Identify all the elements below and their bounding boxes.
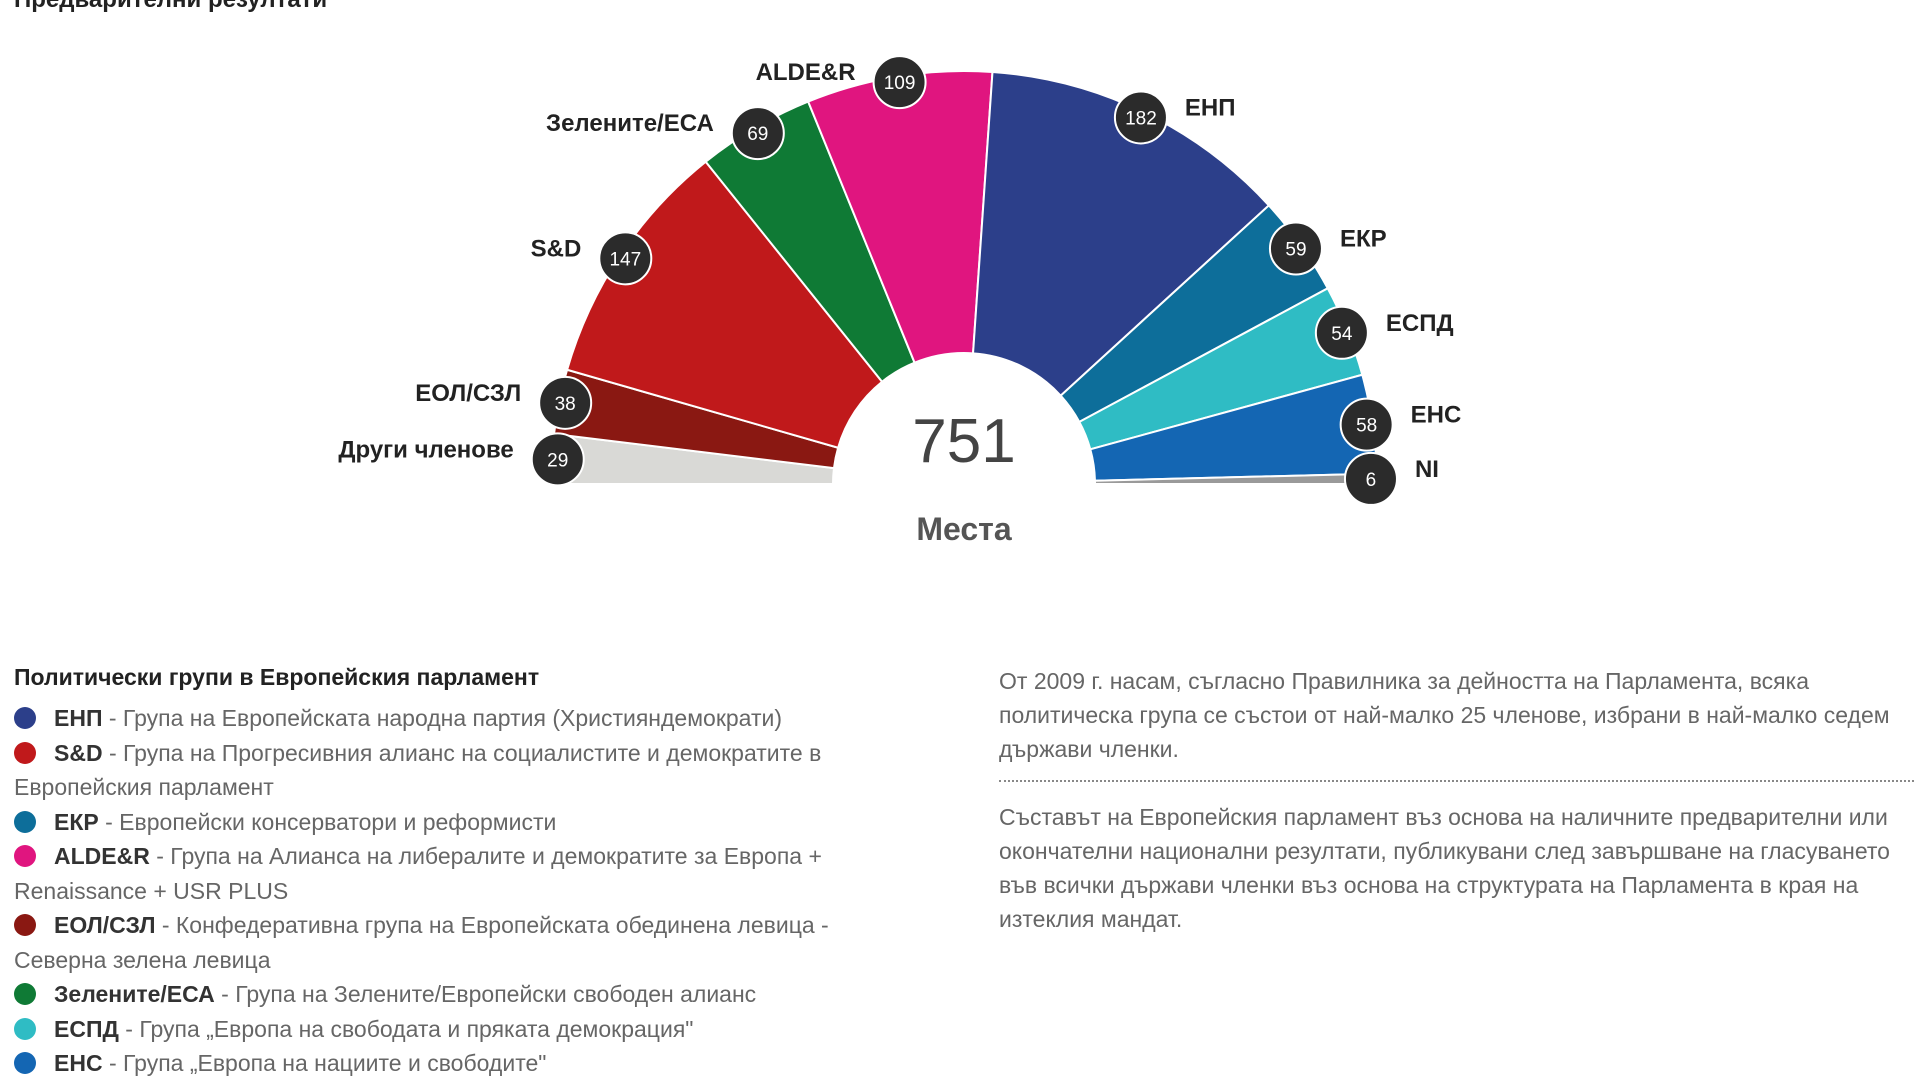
legend-desc: - Група „Европа на свободата и пряката д… <box>118 1015 694 1042</box>
legend-desc: - Група на Прогресивния алианс на социал… <box>14 739 822 801</box>
legend: Политически групи в Европейския парламен… <box>14 664 894 1081</box>
data-label: 182 <box>1125 108 1157 129</box>
legend-abbr: ЕОЛ/СЗЛ <box>54 912 156 938</box>
value-badge <box>872 55 927 110</box>
data-label: 6 <box>1366 470 1377 491</box>
legend-item: ЕСПД - Група „Европа на свободата и пряк… <box>14 1012 894 1047</box>
legend-dot-icon <box>14 914 36 936</box>
data-label: 59 <box>1285 240 1306 261</box>
legend-item: ЕКР - Европейски консерватори и реформис… <box>14 805 894 840</box>
legend-item: ЕНП - Група на Европейската народна парт… <box>14 701 894 736</box>
legend-desc: - Група на Зелените/Европейски свободен … <box>214 981 757 1007</box>
data-label: 109 <box>884 73 916 94</box>
legend-abbr: ЕНП <box>54 705 103 731</box>
slice-label: Зелените/ЕСА <box>546 110 714 137</box>
legend-desc: - Европейски консерватори и реформисти <box>98 808 557 835</box>
value-badge <box>538 375 593 430</box>
legend-dot-icon <box>14 983 36 1005</box>
legend-item: ЕОЛ/СЗЛ - Конфедеративна група на Европе… <box>14 908 894 977</box>
note-composition: Съставът на Европейския парламент въз ос… <box>999 804 1890 932</box>
legend-abbr: ЕКР <box>54 808 99 835</box>
data-label: 69 <box>747 124 768 145</box>
legend-dot-icon <box>14 707 36 729</box>
value-badge <box>1268 221 1323 276</box>
legend-item: Зелените/ЕСА - Група на Зелените/Европей… <box>14 977 894 1012</box>
slice <box>806 70 994 364</box>
slice-label: ЕКР <box>1340 226 1387 253</box>
note-rules: От 2009 г. насам, съгласно Правилника за… <box>999 668 1890 762</box>
slice-label: ALDE&R <box>756 59 856 86</box>
legend-dot-icon <box>14 1017 36 1040</box>
slice-label: S&D <box>531 235 582 262</box>
slice <box>971 70 1271 398</box>
value-badge <box>598 231 653 286</box>
legend-abbr: Зелените/ЕСА <box>54 981 215 1007</box>
slice-label: Други членове <box>338 436 513 463</box>
legend-abbr: S&D <box>54 739 103 766</box>
center-label: Места <box>916 511 1012 547</box>
value-badge <box>1314 305 1369 360</box>
data-label: 29 <box>547 450 568 471</box>
legend-item: ALDE&R - Група на Алианса на либералите … <box>14 839 894 908</box>
data-label: 147 <box>609 249 641 270</box>
slice-label: ЕСПД <box>1386 310 1454 337</box>
slice-label: ЕНП <box>1185 94 1236 121</box>
total-seats: 751 <box>912 407 1015 476</box>
legend-desc: - Група на Алианса на либералите и демок… <box>14 843 822 904</box>
value-badge <box>1343 451 1398 506</box>
seat-chart: 29 Други членове 38 ЕОЛ/СЗЛ 147 S&D 69 Зелените… <box>338 55 1462 547</box>
slice-label: ЕОЛ/СЗЛ <box>415 380 521 407</box>
slice-label: NI <box>1415 456 1439 483</box>
legend-dot-icon <box>14 741 36 764</box>
legend-abbr: ЕНС <box>54 1050 103 1076</box>
legend-title: Политически групи в Европейския парламен… <box>14 664 540 690</box>
legend-desc: - Група на Европейската народна партия (… <box>102 705 782 731</box>
notes: От 2009 г. насам, съгласно Правилника за… <box>999 664 1914 936</box>
divider <box>999 780 1914 782</box>
value-badge <box>530 432 585 487</box>
value-badge <box>730 106 785 161</box>
value-badge <box>1339 397 1394 452</box>
page-title: Предварителни резултати <box>14 0 327 14</box>
legend-dot-icon <box>14 1052 36 1074</box>
value-badge <box>1113 90 1168 145</box>
legend-dot-icon <box>14 810 36 833</box>
legend-desc: - Конфедеративна група на Европейската о… <box>14 912 829 973</box>
slice-label: ЕНС <box>1411 402 1462 429</box>
data-label: 54 <box>1331 324 1353 345</box>
legend-abbr: ALDE&R <box>54 843 150 869</box>
legend-desc: - Група „Европа на нациите и свободите" <box>102 1050 547 1076</box>
legend-item: ЕНС - Група „Европа на нациите и свободи… <box>14 1046 894 1081</box>
legend-abbr: ЕСПД <box>54 1015 119 1042</box>
legend-dot-icon <box>14 845 36 867</box>
slice <box>565 160 884 450</box>
data-label: 58 <box>1356 416 1377 437</box>
legend-item: S&D - Група на Прогресивния алианс на со… <box>14 736 894 805</box>
data-label: 38 <box>555 394 576 415</box>
